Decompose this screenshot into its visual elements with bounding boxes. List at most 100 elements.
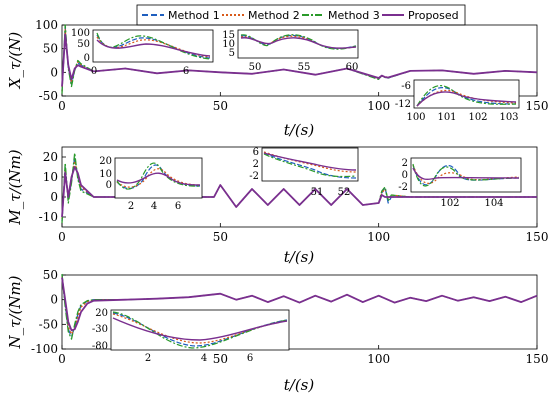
inset-2: 15 10 5 50 55 60: [222, 29, 359, 73]
panel-frame: [61, 146, 538, 228]
x-axis-label: t/(s): [284, 121, 315, 139]
inset-curve-method-3: [263, 153, 357, 178]
series-group: [61, 273, 538, 340]
inset-ytick: 2: [253, 159, 259, 170]
panel-n-torque: 0 50 100 150 -100 -50 0 50 N_τ/(Nm) t/(s) 20 -3…: [6, 268, 548, 394]
inset-curve-proposed: [263, 152, 357, 171]
inset-ytick: 0: [402, 170, 408, 181]
y-tick-label: 10: [43, 170, 58, 184]
inset-xtick: 0: [91, 66, 97, 77]
inset-3: 2 0 -2 102 104: [398, 157, 522, 209]
inset-ytick: 15: [222, 30, 235, 41]
x-tick-label: 0: [58, 99, 66, 113]
inset-ytick: -2: [398, 182, 408, 193]
inset-xtick: 103: [499, 112, 518, 123]
x-tick-label: 50: [213, 352, 228, 366]
legend-label-method-2: Method 2: [248, 9, 300, 22]
inset-curve-method-1: [263, 152, 357, 179]
y-tick-label: 20: [43, 150, 58, 164]
y-tick-label: -10: [39, 210, 58, 224]
inset-xtick: 100: [406, 112, 425, 123]
inset-ytick: -2: [249, 171, 259, 182]
inset-ytick: -12: [395, 99, 411, 110]
x-tick-label: 150: [526, 352, 549, 366]
x-tick-label: 0: [58, 230, 66, 244]
inset-curve-method-1: [412, 164, 520, 186]
inset-ytick: -6: [401, 81, 411, 92]
inset-xtick: 50: [249, 62, 262, 73]
y-tick-label: 100: [35, 18, 58, 32]
y-tick-label: 50: [43, 42, 58, 56]
y-tick-label: -50: [39, 89, 58, 103]
inset-curve-proposed: [112, 317, 288, 341]
inset-xtick: 52: [338, 187, 351, 198]
x-tick-label: 100: [367, 352, 390, 366]
panel-frame: [61, 24, 538, 97]
inset-xtick: 2: [128, 201, 134, 212]
inset-xtick: 101: [437, 112, 456, 123]
inset-curve-proposed: [116, 172, 201, 186]
x-tick-label: 150: [526, 230, 549, 244]
inset-xtick: 6: [175, 201, 181, 212]
y-tick-label: -100: [31, 342, 58, 356]
y-tick-label: 0: [50, 190, 58, 204]
series-line-proposed: [61, 277, 538, 332]
inset-curve-proposed: [416, 91, 517, 107]
series-group: [61, 152, 537, 224]
legend-label-method-1: Method 1: [168, 9, 220, 22]
y-axis-label: N_τ/(Nm): [6, 275, 24, 349]
inset-ytick: 50: [77, 39, 90, 50]
y-tick-label: 0: [50, 293, 58, 307]
inset-ytick: 0: [106, 180, 112, 191]
inset-1: 0 10 20 2 4 6: [99, 156, 203, 212]
inset-1: 0 50 100 0 6: [71, 28, 214, 77]
inset-ytick: 2: [402, 158, 408, 169]
inset-xtick: 104: [484, 198, 503, 209]
inset-frame: [410, 157, 522, 193]
legend-label-proposed: Proposed: [408, 9, 459, 22]
inset-ytick: 10: [99, 169, 112, 180]
inset-curve-proposed: [240, 37, 357, 49]
series-line-proposed: [61, 33, 538, 87]
inset-xtick: 51: [311, 187, 324, 198]
y-axis-label: M_τ/(Nm): [6, 149, 24, 225]
inset-curve-method-3: [96, 32, 211, 60]
x-tick-label: 0: [58, 352, 66, 366]
series-line-proposed: [61, 166, 537, 218]
inset-xtick: 4: [201, 353, 207, 364]
inset-2: 6 2 -2 51 52: [249, 147, 359, 198]
inset-curve-method-2: [416, 89, 517, 107]
x-tick-label: 50: [213, 230, 228, 244]
legend: Method 1 Method 2 Method 3 Proposed: [136, 4, 466, 26]
series-group: [61, 24, 538, 94]
inset-curve-proposed: [96, 39, 211, 57]
inset-ytick: 100: [71, 28, 90, 39]
x-tick-label: 100: [367, 230, 390, 244]
x-tick-label: 50: [213, 99, 228, 113]
inset-1: 20 -30 -80 2 4 6: [92, 308, 290, 364]
inset-ytick: 5: [229, 48, 235, 59]
inset-xtick: 60: [346, 62, 359, 73]
inset-frame: [110, 309, 290, 351]
inset-frame: [114, 157, 203, 199]
y-tick-label: 50: [43, 268, 58, 282]
inset-ytick: 6: [253, 147, 259, 158]
inset-ytick: 20: [95, 308, 108, 319]
inset-curve-proposed: [412, 167, 520, 181]
inset-curve-method-2: [116, 168, 201, 188]
y-axis-label: X_τ/(N): [6, 32, 24, 90]
x-axis-label: t/(s): [284, 376, 315, 394]
inset-ytick: 0: [84, 53, 90, 64]
inset-curve-method-3: [412, 163, 520, 187]
inset-ytick: -80: [92, 341, 108, 352]
inset-frame: [92, 29, 214, 63]
inset-xtick: 102: [440, 198, 459, 209]
inset-xtick: 2: [145, 353, 151, 364]
x-tick-label: 150: [526, 99, 549, 113]
inset-xtick: 102: [468, 112, 487, 123]
inset-xtick: 55: [298, 62, 311, 73]
inset-frame: [237, 29, 359, 59]
